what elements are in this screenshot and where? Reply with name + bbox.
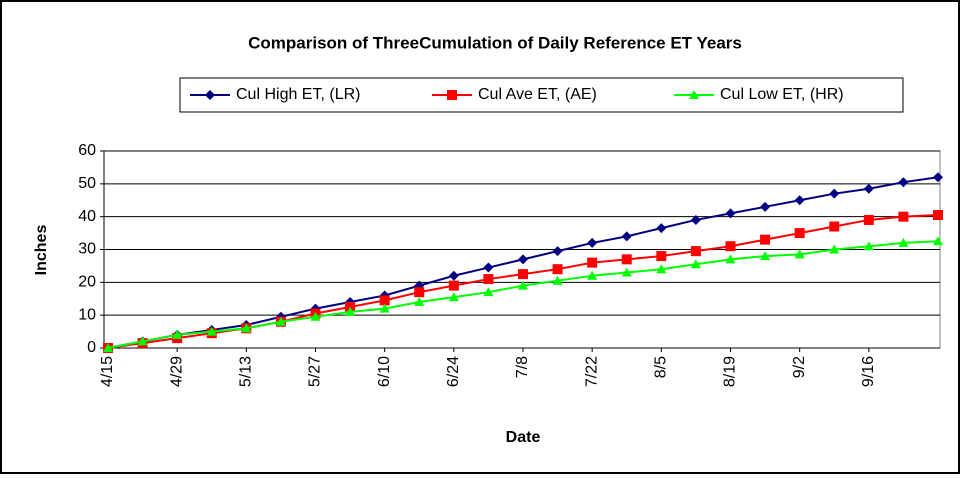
diamond-marker	[552, 246, 563, 257]
diamond-marker	[621, 231, 632, 242]
square-marker	[725, 241, 736, 252]
legend	[179, 77, 904, 113]
x-tick-label: 9/16	[860, 356, 877, 387]
y-tick-label: 60	[78, 142, 96, 159]
triangle-marker	[172, 329, 183, 339]
legend-label: Cul High ET, (LR)	[236, 86, 360, 103]
chart-title: Comparison of ThreeCumulation of Daily R…	[248, 33, 742, 52]
triangle-marker	[829, 244, 840, 254]
triangle-marker	[933, 236, 943, 246]
square-marker	[829, 221, 840, 232]
diamond-marker	[933, 172, 943, 183]
diamond-marker	[829, 188, 840, 199]
triangle-marker	[448, 292, 459, 302]
y-tick-label: 50	[78, 175, 96, 192]
x-tick-label: 6/10	[376, 356, 393, 387]
diamond-marker	[205, 90, 215, 100]
square-marker	[447, 90, 457, 100]
triangle-marker	[483, 287, 494, 297]
triangle-marker	[689, 90, 699, 99]
x-tick-label: 5/27	[307, 356, 324, 387]
triangle-marker	[103, 343, 113, 352]
y-tick-label: 20	[78, 274, 96, 291]
diamond-marker	[690, 214, 701, 225]
y-tick-label: 10	[78, 306, 96, 323]
triangle-marker	[725, 254, 736, 264]
legend-label: Cul Low ET, (HR)	[720, 86, 844, 103]
triangle-marker	[518, 280, 528, 290]
square-marker	[587, 257, 598, 268]
y-tick-label: 40	[78, 208, 96, 225]
diamond-marker	[656, 223, 667, 234]
x-tick-label: 7/22	[583, 356, 600, 387]
triangle-marker	[760, 251, 771, 261]
square-marker	[656, 251, 667, 262]
x-tick-label: 7/8	[514, 356, 531, 378]
square-marker	[690, 246, 701, 257]
square-marker	[483, 274, 494, 285]
triangle-marker	[414, 297, 425, 307]
diamond-marker	[898, 177, 909, 188]
diamond-marker	[448, 270, 459, 281]
y-axis-label: Inches	[33, 225, 50, 276]
triangle-marker	[137, 336, 148, 346]
square-marker	[414, 287, 425, 298]
triangle-marker	[621, 267, 632, 277]
y-tick-label: 30	[78, 241, 96, 258]
x-tick-label: 8/5	[653, 356, 670, 378]
square-marker	[760, 234, 771, 245]
diamond-marker	[483, 262, 494, 273]
x-tick-label: 6/24	[445, 356, 462, 387]
diamond-marker	[587, 237, 598, 248]
square-marker	[518, 269, 528, 280]
x-axis-label: Date	[506, 429, 541, 446]
square-marker	[621, 254, 632, 265]
y-tick-label: 0	[87, 339, 96, 356]
triangle-marker	[863, 241, 874, 251]
x-tick-label: 4/15	[99, 356, 116, 387]
triangle-marker	[379, 303, 390, 313]
diamond-marker	[863, 183, 874, 194]
square-marker	[552, 264, 563, 275]
triangle-marker	[656, 264, 667, 274]
legend-label: Cul Ave ET, (AE)	[478, 86, 597, 103]
diamond-marker	[518, 254, 528, 265]
x-tick-label: 9/2	[791, 356, 808, 378]
square-marker	[863, 214, 874, 225]
square-marker	[448, 280, 459, 291]
diamond-marker	[794, 195, 805, 206]
x-tick-label: 4/29	[168, 356, 185, 387]
triangle-marker	[310, 311, 321, 321]
diamond-marker	[760, 201, 771, 212]
triangle-marker	[690, 259, 701, 269]
triangle-marker	[794, 249, 805, 259]
square-marker	[933, 210, 943, 221]
square-marker	[379, 295, 390, 306]
triangle-marker	[206, 326, 217, 336]
x-tick-label: 5/13	[238, 356, 255, 387]
triangle-marker	[275, 316, 286, 326]
triangle-marker	[241, 323, 252, 333]
triangle-marker	[552, 275, 563, 285]
x-tick-label: 8/19	[722, 356, 739, 387]
square-marker	[898, 211, 909, 222]
triangle-marker	[898, 237, 909, 247]
triangle-marker	[587, 270, 598, 280]
triangle-marker	[345, 306, 356, 316]
diamond-marker	[725, 208, 736, 219]
square-marker	[794, 228, 805, 239]
